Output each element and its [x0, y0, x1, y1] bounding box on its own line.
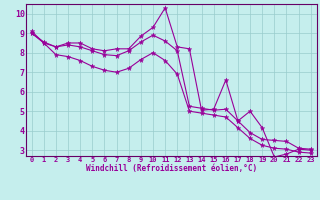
X-axis label: Windchill (Refroidissement éolien,°C): Windchill (Refroidissement éolien,°C) [86, 164, 257, 173]
